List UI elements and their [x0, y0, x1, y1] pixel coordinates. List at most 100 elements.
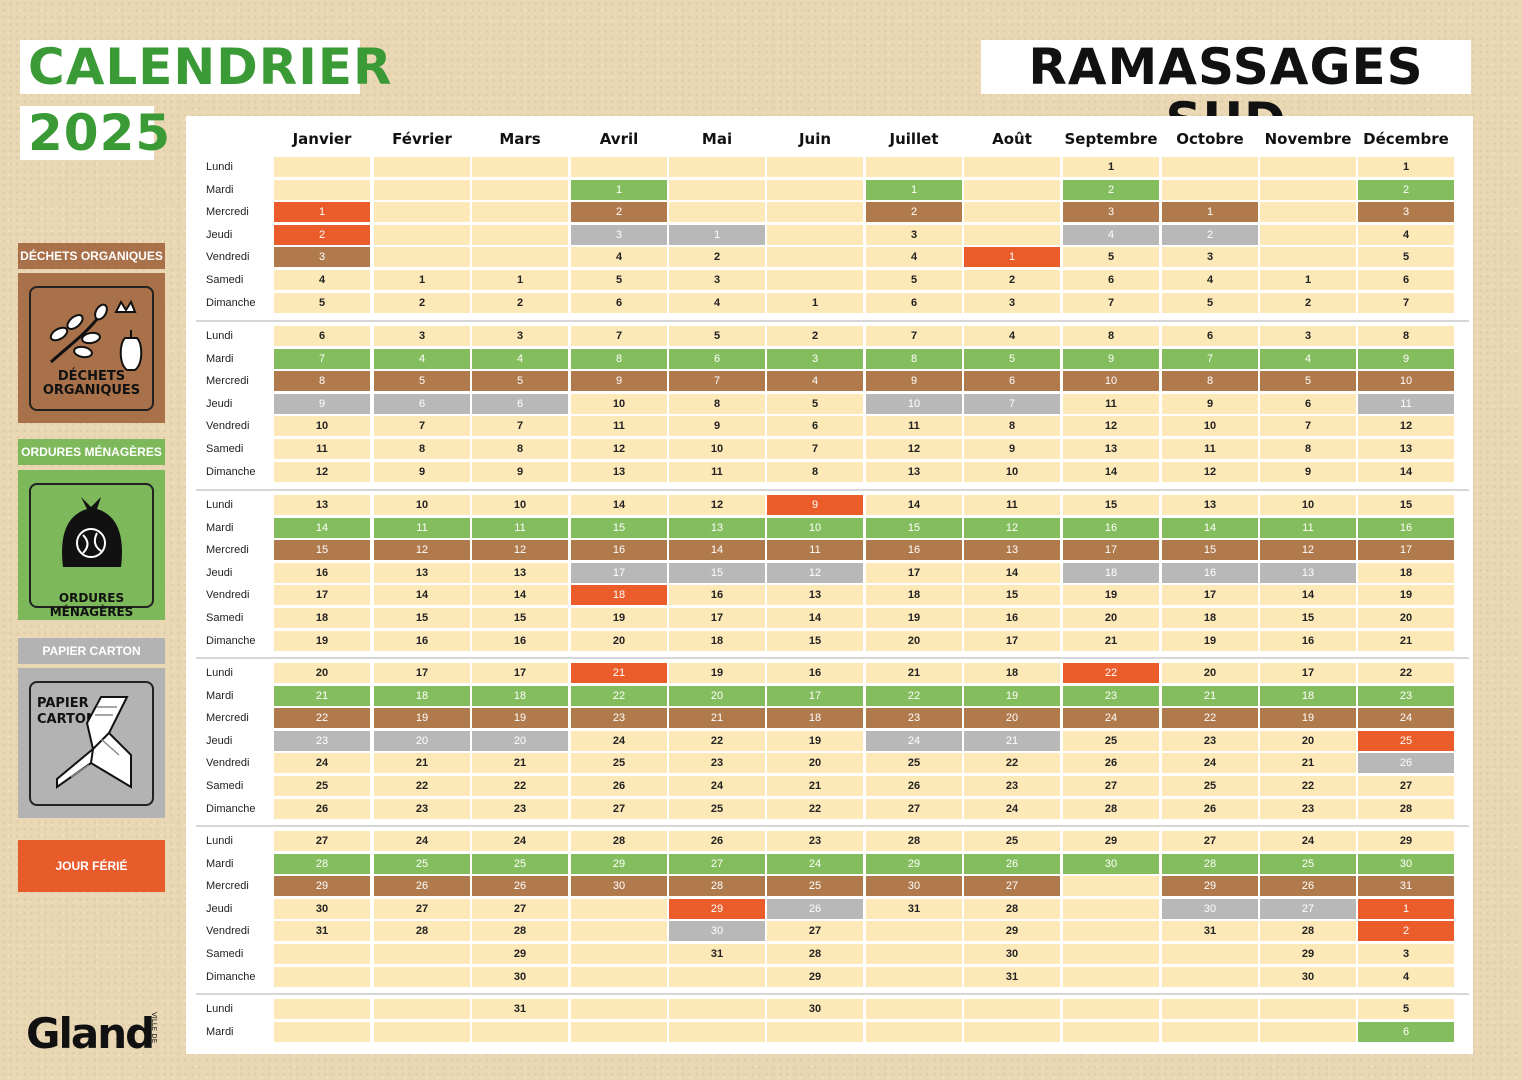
- day-cell: 15: [374, 608, 470, 628]
- day-cell: 15: [1260, 608, 1356, 628]
- day-cell-household: 14: [1162, 518, 1258, 538]
- day-cell: 28: [964, 899, 1060, 919]
- day-cell-organic: 23: [866, 708, 962, 728]
- logo-text: Gland: [26, 1009, 153, 1054]
- day-cell: 27: [472, 899, 568, 919]
- day-cell: 19: [571, 608, 667, 628]
- day-cell-household: 8: [571, 349, 667, 369]
- day-cell-organic: 8: [274, 371, 370, 391]
- day-cell-organic: 27: [964, 876, 1060, 896]
- day-cell-organic: 11: [767, 540, 863, 560]
- day-cell: 31: [669, 944, 765, 964]
- weekday-label: Vendredi: [206, 757, 250, 769]
- day-cell: 27: [374, 899, 470, 919]
- day-cell: [374, 180, 470, 200]
- day-cell: 29: [1358, 831, 1454, 851]
- day-cell: [767, 202, 863, 222]
- day-cell-organic: 21: [669, 708, 765, 728]
- day-cell: 20: [571, 631, 667, 651]
- day-cell: [1063, 876, 1159, 896]
- day-cell: 19: [767, 731, 863, 751]
- day-cell: 3: [866, 225, 962, 245]
- day-cell: [472, 180, 568, 200]
- day-cell-household: 7: [1162, 349, 1258, 369]
- weekday-label: Dimanche: [206, 466, 256, 478]
- day-cell-organic: 5: [472, 371, 568, 391]
- day-cell-organic: 19: [374, 708, 470, 728]
- day-cell: [669, 202, 765, 222]
- day-cell: 4: [1162, 270, 1258, 290]
- day-cell: 1: [1063, 157, 1159, 177]
- day-cell-household: 3: [767, 349, 863, 369]
- day-cell: 21: [472, 753, 568, 773]
- day-cell: [374, 1022, 470, 1042]
- day-cell: 7: [571, 326, 667, 346]
- week-separator: [196, 993, 1469, 995]
- day-cell-household: 15: [571, 518, 667, 538]
- day-cell: [374, 202, 470, 222]
- weekday-label: Mardi: [206, 522, 234, 534]
- day-cell: 8: [964, 416, 1060, 436]
- day-cell: 14: [866, 495, 962, 515]
- day-cell: 3: [1162, 247, 1258, 267]
- day-cell-organic: 12: [1260, 540, 1356, 560]
- day-cell-organic: 9: [866, 371, 962, 391]
- day-cell: [274, 999, 370, 1019]
- day-cell: 12: [669, 495, 765, 515]
- day-cell: 5: [571, 270, 667, 290]
- day-cell: 21: [767, 776, 863, 796]
- day-cell: 25: [274, 776, 370, 796]
- day-cell: [1260, 202, 1356, 222]
- legend-label-paper: PAPIER CARTON: [18, 638, 165, 664]
- gland-logo: Gland VILLE DE: [26, 1009, 158, 1054]
- day-cell-organic: 17: [1063, 540, 1159, 560]
- day-cell: [1260, 999, 1356, 1019]
- day-cell: 31: [1162, 921, 1258, 941]
- day-cell: 8: [374, 439, 470, 459]
- day-cell: 19: [1162, 631, 1258, 651]
- day-cell-paper: 12: [767, 563, 863, 583]
- weekday-label: Samedi: [206, 948, 244, 960]
- day-cell-household: 29: [571, 854, 667, 874]
- day-cell: [374, 967, 470, 987]
- day-cell: [964, 180, 1060, 200]
- day-cell: 24: [669, 776, 765, 796]
- day-cell-household: 25: [472, 854, 568, 874]
- day-cell: 9: [964, 439, 1060, 459]
- day-cell: 28: [1358, 799, 1454, 819]
- day-cell: 6: [274, 326, 370, 346]
- day-cell: 13: [767, 585, 863, 605]
- day-cell: [1063, 899, 1159, 919]
- day-cell: 18: [1162, 608, 1258, 628]
- day-cell: [571, 1022, 667, 1042]
- day-cell-holiday: 1: [964, 247, 1060, 267]
- day-cell-household: 15: [866, 518, 962, 538]
- weekday-label: Vendredi: [206, 251, 250, 263]
- legend-label-holiday: JOUR FÉRIÉ: [18, 840, 165, 892]
- day-cell-organic: 26: [374, 876, 470, 896]
- day-cell-organic: 10: [1063, 371, 1159, 391]
- day-cell: 16: [669, 585, 765, 605]
- day-cell: [1063, 921, 1159, 941]
- day-cell: [472, 1022, 568, 1042]
- day-cell: 4: [571, 247, 667, 267]
- day-cell-holiday: 2: [1358, 921, 1454, 941]
- day-cell: 3: [964, 293, 1060, 313]
- day-cell: 25: [964, 831, 1060, 851]
- day-cell: 9: [472, 462, 568, 482]
- day-cell-organic: 29: [274, 876, 370, 896]
- legend-caption-organic-1: DÉCHETS: [57, 368, 126, 384]
- day-cell: 18: [669, 631, 765, 651]
- day-cell: 5: [866, 270, 962, 290]
- day-cell-household: 8: [866, 349, 962, 369]
- day-cell-household: 18: [374, 686, 470, 706]
- day-cell: 16: [374, 631, 470, 651]
- day-cell: [767, 225, 863, 245]
- day-cell-organic: 31: [1358, 876, 1454, 896]
- day-cell: 1: [1260, 270, 1356, 290]
- weekday-label: Lundi: [206, 499, 233, 511]
- day-cell: 4: [866, 247, 962, 267]
- day-cell: 4: [964, 326, 1060, 346]
- day-cell-household: 16: [1358, 518, 1454, 538]
- day-cell: 2: [669, 247, 765, 267]
